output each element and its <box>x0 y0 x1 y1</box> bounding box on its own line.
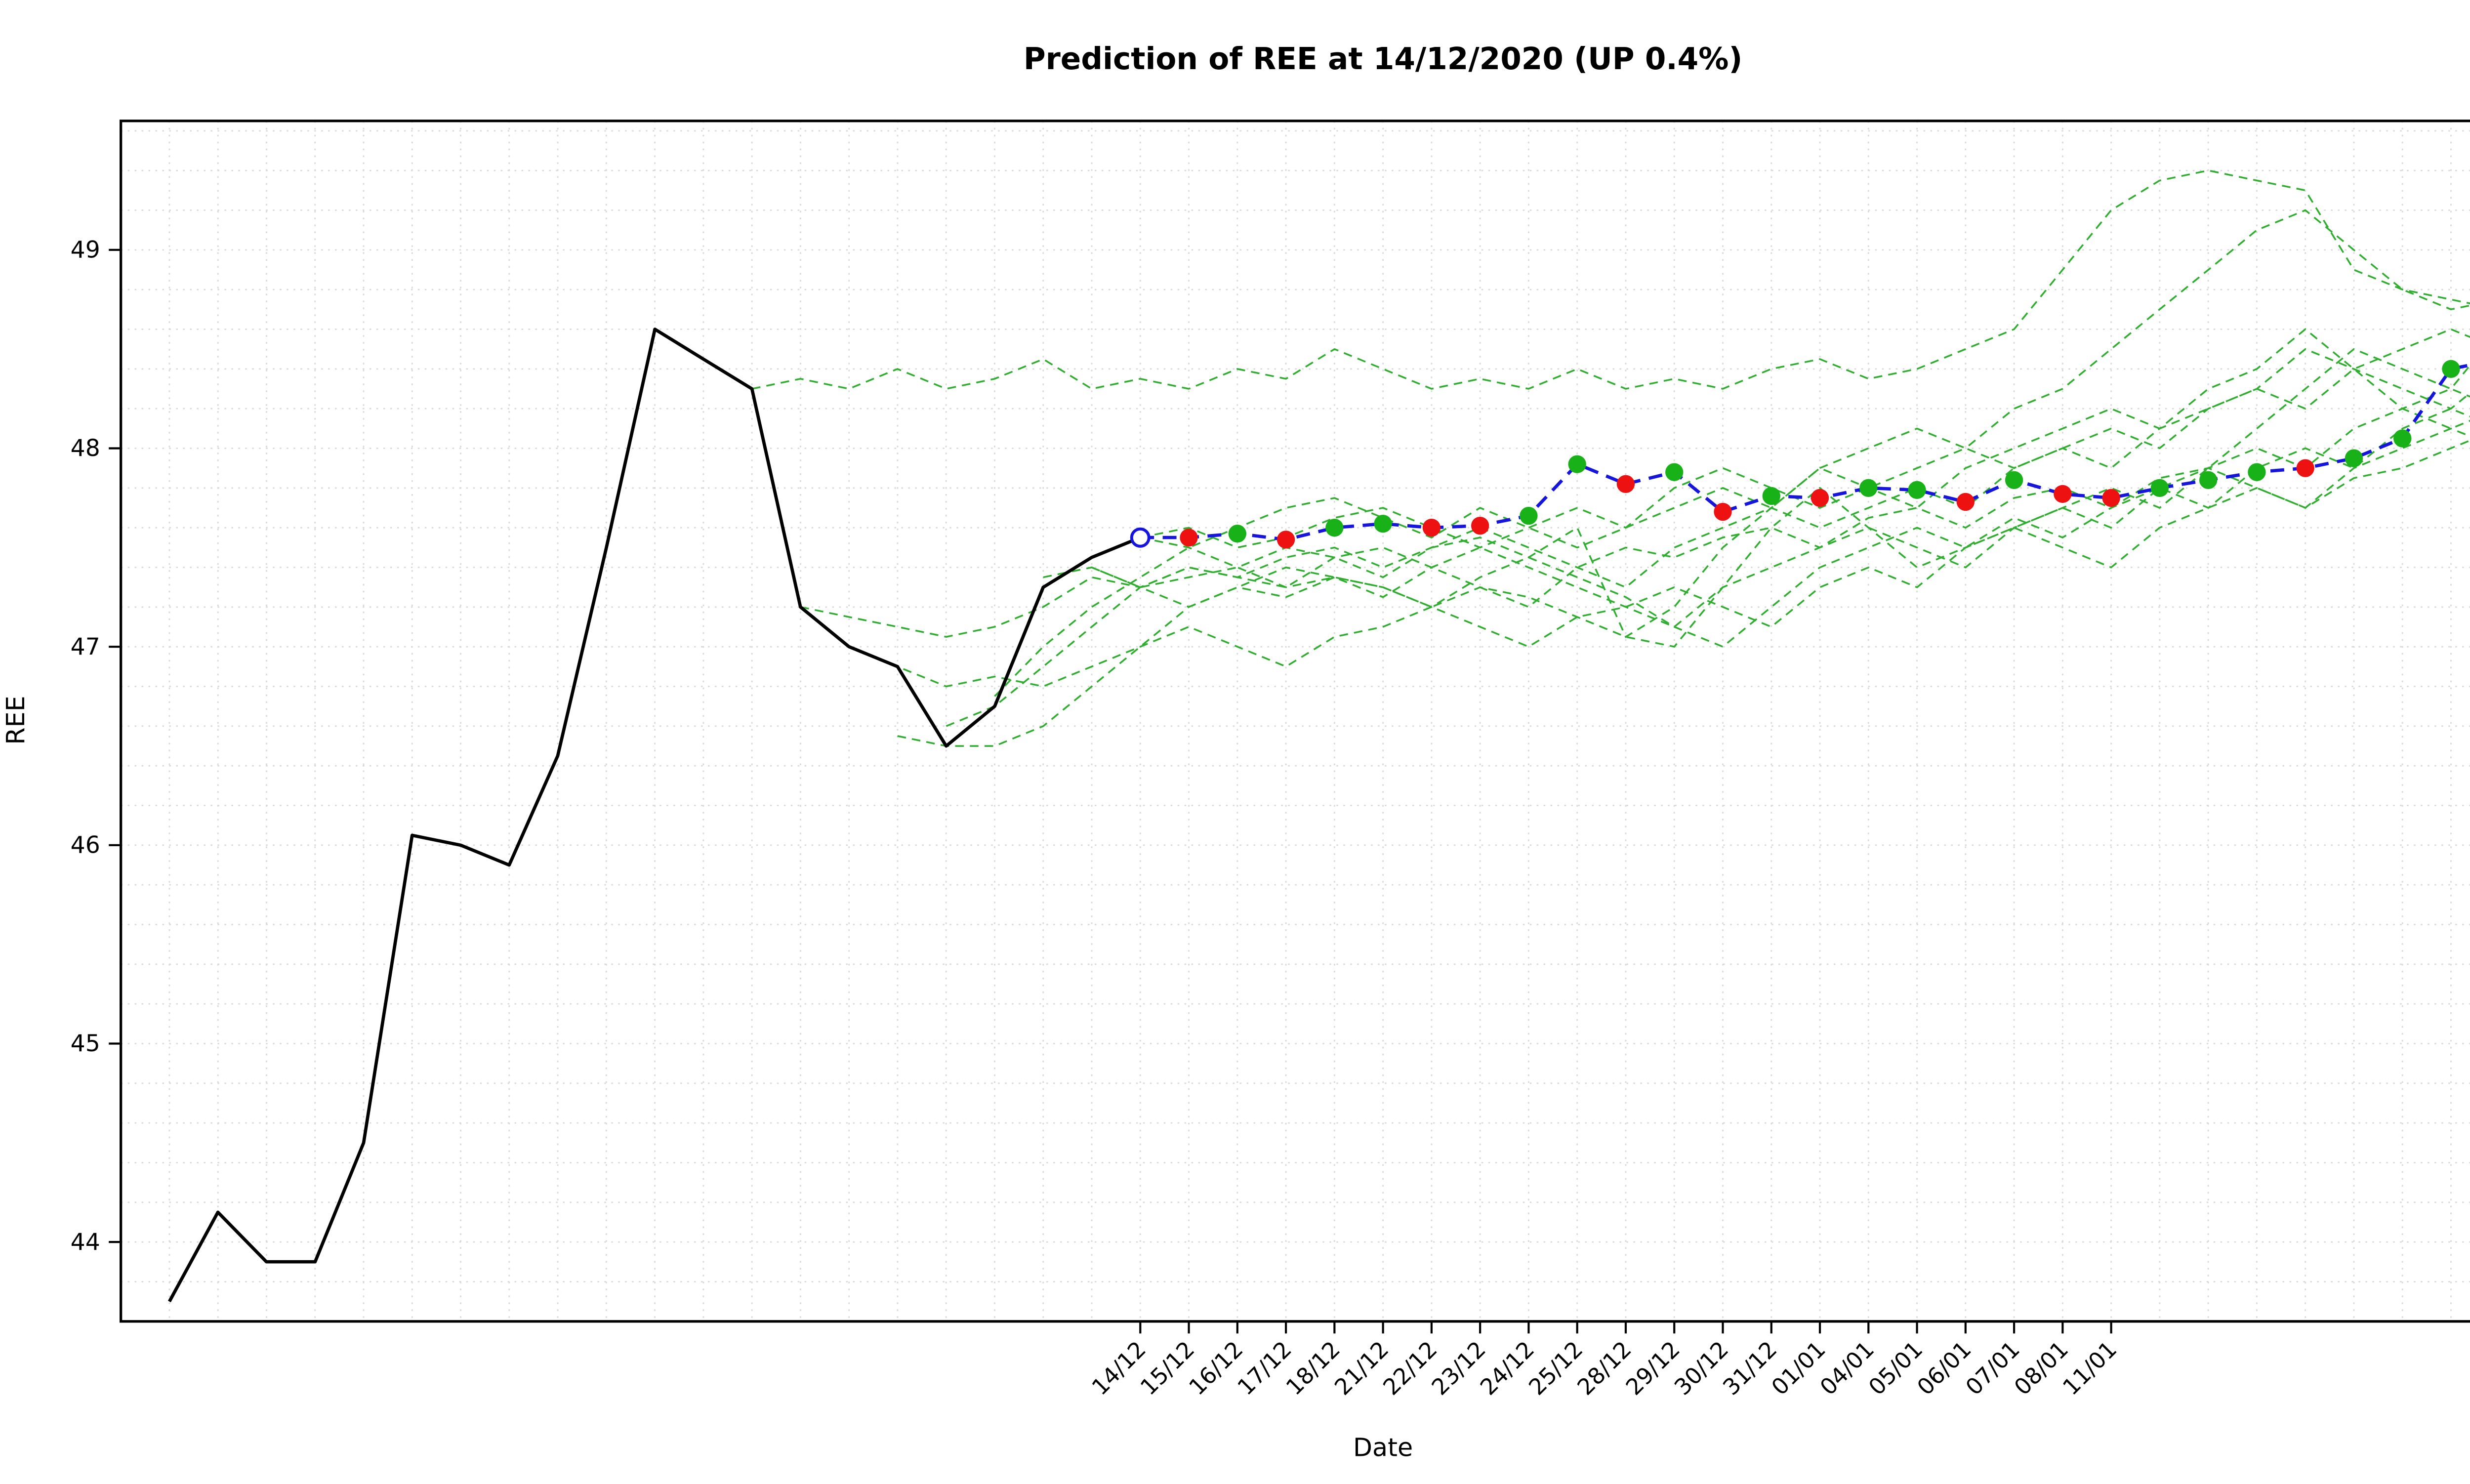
chart-title: Prediction of REE at 14/12/2020 (UP 0.4%… <box>1024 41 1743 77</box>
simulation-path <box>1091 408 2470 628</box>
x-tick-label: 22/12 <box>1378 1336 1442 1401</box>
prediction-point <box>2296 459 2314 477</box>
grid-lines <box>121 121 2470 1321</box>
prediction-point <box>2345 449 2363 467</box>
simulation-path <box>751 169 2470 390</box>
plot-frame <box>120 120 2470 1323</box>
x-tick-label: 07/01 <box>1961 1336 2025 1401</box>
x-axis-label: Date <box>1353 1433 1413 1462</box>
x-tick-label: 05/01 <box>1863 1336 1928 1401</box>
simulation-path <box>897 439 2470 747</box>
x-tick-label: 24/12 <box>1475 1336 1539 1401</box>
prediction-point <box>2442 360 2460 378</box>
x-tick-label: 06/01 <box>1912 1336 1976 1401</box>
plot-border <box>120 120 2470 1323</box>
x-tick-label: 04/01 <box>1815 1336 1879 1401</box>
prediction-point <box>1956 493 1975 511</box>
historical-series <box>167 328 1141 1303</box>
x-tick-label: 30/12 <box>1669 1336 1733 1401</box>
prediction-point <box>1859 479 1878 497</box>
x-tick-label: 21/12 <box>1329 1336 1394 1401</box>
prediction-point <box>1180 529 1198 547</box>
simulation-path <box>1140 328 2470 549</box>
y-tick-label: 45 <box>71 1030 100 1057</box>
x-tick-label: 29/12 <box>1621 1336 1685 1401</box>
y-tick-label: 44 <box>71 1229 100 1256</box>
prediction-point <box>1228 525 1246 543</box>
x-tick-label: 01/01 <box>1767 1336 1831 1401</box>
prediction-point <box>1616 475 1635 493</box>
x-tick-label: 31/12 <box>1718 1336 1782 1401</box>
anchor-point <box>1130 527 1151 548</box>
prediction-point <box>1422 518 1441 537</box>
x-tick-label: 23/12 <box>1427 1336 1491 1401</box>
prediction-point <box>1374 514 1392 533</box>
x-tick-label: 25/12 <box>1523 1336 1588 1401</box>
prediction-point <box>1568 455 1586 473</box>
prediction-point <box>1520 506 1538 525</box>
simulation-paths <box>751 169 2470 747</box>
x-tick-label: 11/01 <box>2058 1336 2122 1401</box>
x-tick-label: 08/01 <box>2009 1336 2073 1401</box>
historical-line <box>167 328 1141 1303</box>
prediction-point <box>1325 518 1344 537</box>
prediction-point <box>2150 479 2169 497</box>
x-tick-label: 14/12 <box>1087 1336 1151 1401</box>
y-axis: 44 45 46 47 48 49 <box>71 237 121 1256</box>
prediction-point <box>1762 487 1780 505</box>
y-tick-label: 46 <box>71 832 100 859</box>
prediction-point <box>2199 471 2218 489</box>
prediction-series <box>1140 363 2470 541</box>
prediction-point <box>2102 489 2120 507</box>
x-tick-label: 16/12 <box>1184 1336 1248 1401</box>
simulation-path <box>800 388 2470 638</box>
prediction-point <box>1714 502 1732 521</box>
x-tick-label: 28/12 <box>1572 1336 1637 1401</box>
prediction-point <box>1811 489 1829 507</box>
prediction-line <box>1140 363 2470 541</box>
x-tick-label: 17/12 <box>1233 1336 1297 1401</box>
x-tick-label: 15/12 <box>1135 1336 1199 1401</box>
y-tick-label: 49 <box>71 237 100 264</box>
y-axis-label: REE <box>1 696 30 744</box>
prediction-points <box>1130 360 2460 549</box>
prediction-point <box>1276 531 1295 549</box>
simulation-path <box>994 209 2470 697</box>
prediction-point <box>2393 429 2412 448</box>
prediction-point <box>2054 485 2072 503</box>
y-tick-label: 48 <box>71 435 100 462</box>
prediction-point <box>2248 463 2266 481</box>
prediction-point <box>1665 463 1684 481</box>
simulation-path <box>1043 328 2470 638</box>
x-tick-label: 18/12 <box>1281 1336 1345 1401</box>
prediction-point <box>1908 481 1926 499</box>
prediction-point <box>1471 516 1489 535</box>
simulation-path <box>1140 348 2470 648</box>
prediction-point <box>2005 471 2023 489</box>
y-tick-label: 47 <box>71 633 100 660</box>
x-axis: 14/1215/1216/1217/1218/1221/1222/1223/12… <box>1087 1321 2122 1401</box>
